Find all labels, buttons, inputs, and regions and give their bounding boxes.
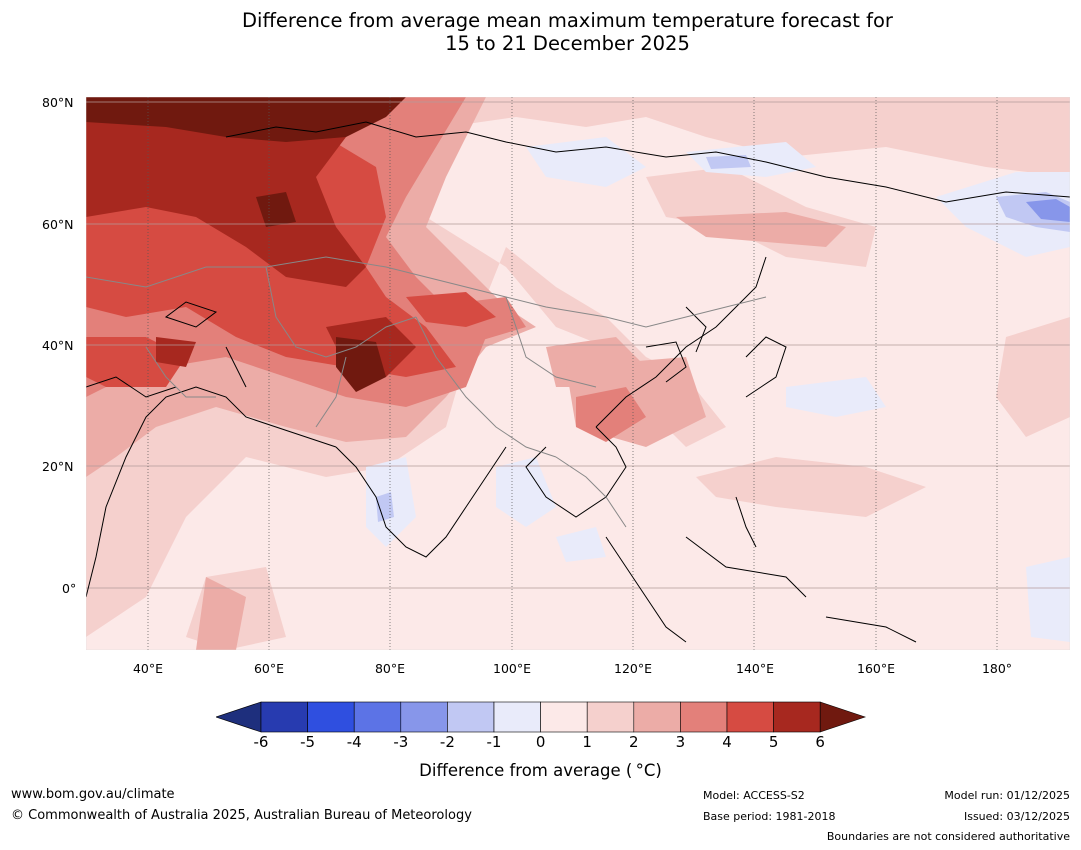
- lon-label-40e: 40°E: [132, 661, 164, 676]
- anomaly-band-above-6: [86, 97, 406, 392]
- lat-label-20n: 20°N: [42, 459, 74, 474]
- colorbar-segment: [586, 701, 635, 733]
- map-title: Difference from average mean maximum tem…: [0, 9, 1081, 55]
- colorbar: [216, 701, 866, 733]
- colorbar-segment: [353, 701, 402, 733]
- lon-label-140e: 140°E: [735, 661, 775, 676]
- colorbar-tick-label: 4: [722, 733, 732, 751]
- lat-label-0: 0°: [62, 581, 77, 596]
- colorbar-segment: [447, 701, 495, 733]
- colorbar-tick-label: -4: [346, 733, 362, 751]
- longitude-gridlines: [147, 97, 998, 650]
- footer-website: www.bom.gov.au/climate: [11, 787, 175, 802]
- lon-label-180: 180°: [981, 661, 1013, 676]
- colorbar-segment: [307, 701, 355, 733]
- colorbar-extend-high: [819, 701, 866, 733]
- footer-issued: Issued: 03/12/2025: [963, 810, 1070, 823]
- lon-label-100e: 100°E: [492, 661, 532, 676]
- colorbar-tick-label: -1: [486, 733, 502, 751]
- colorbar-segment: [773, 701, 821, 733]
- lon-label-80e: 80°E: [374, 661, 406, 676]
- colorbar-tick-label: -5: [300, 733, 316, 751]
- colorbar-segment: [260, 701, 308, 733]
- footer-base-period: Base period: 1981-2018: [703, 810, 836, 823]
- colorbar-tick-label: 1: [582, 733, 592, 751]
- country-borders: [86, 256, 767, 528]
- colorbar-segment: [680, 701, 728, 733]
- colorbar-segment: [633, 701, 681, 733]
- colorbar-extend-low: [216, 701, 262, 733]
- colorbar-segment: [400, 701, 448, 733]
- colorbar-tick-label: -2: [439, 733, 455, 751]
- latitude-gridlines: [86, 101, 1070, 589]
- footer-disclaimer: Boundaries are not considered authoritat…: [826, 830, 1070, 843]
- lon-label-160e: 160°E: [856, 661, 896, 676]
- colorbar-label: Difference from average ( °C): [419, 761, 662, 780]
- lon-label-60e: 60°E: [253, 661, 285, 676]
- colorbar-tick-label: -3: [393, 733, 409, 751]
- colorbar-tick-label: 2: [629, 733, 639, 751]
- footer-copyright: © Commonwealth of Australia 2025, Austra…: [11, 808, 472, 823]
- lat-label-60n: 60°N: [42, 217, 74, 232]
- colorbar-tick-label: 0: [535, 733, 546, 751]
- colorbar-segment: [540, 701, 588, 733]
- colorbar-tick-label: 5: [768, 733, 779, 751]
- colorbar-segment: [493, 701, 541, 733]
- anomaly-band-5-6: [86, 97, 416, 377]
- colorbar-tick-label: 6: [815, 733, 825, 751]
- footer-model: Model: ACCESS-S2: [703, 789, 805, 802]
- colorbar-tick-label: -6: [253, 733, 269, 751]
- colorbar-tick-label: 3: [675, 733, 686, 751]
- lat-label-80n: 80°N: [42, 95, 74, 110]
- coastlines: [86, 121, 1070, 643]
- temperature-anomaly-map: [86, 97, 1070, 650]
- title-line-1: Difference from average mean maximum tem…: [242, 9, 893, 32]
- title-line-2: 15 to 21 December 2025: [445, 32, 690, 55]
- anomaly-band-minus-3-minus-2: [1026, 199, 1070, 222]
- colorbar-segment: [726, 701, 774, 733]
- lon-label-120e: 120°E: [613, 661, 653, 676]
- footer-model-run: Model run: 01/12/2025: [944, 789, 1070, 802]
- lat-label-40n: 40°N: [42, 338, 74, 353]
